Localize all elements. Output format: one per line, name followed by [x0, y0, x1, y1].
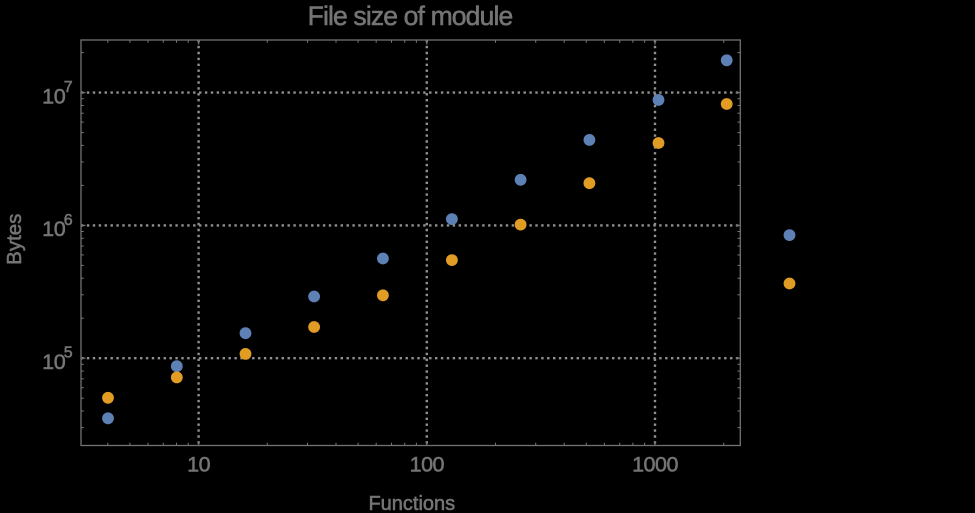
svg-text:Functions: Functions	[368, 493, 455, 513]
svg-text:100: 100	[410, 453, 445, 477]
svg-text:Bytes: Bytes	[3, 214, 26, 265]
svg-text:10: 10	[187, 453, 210, 477]
svg-text:1000: 1000	[632, 453, 678, 477]
svg-text:File size of module: File size of module	[308, 1, 513, 31]
svg-text:105: 105	[42, 345, 73, 374]
